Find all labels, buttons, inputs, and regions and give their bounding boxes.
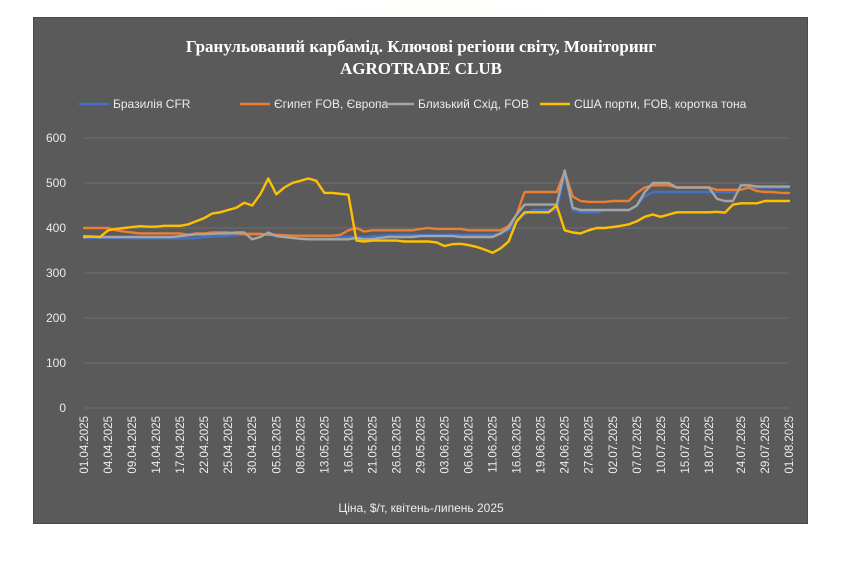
x-tick-label: 27.06.2025 [584, 416, 596, 474]
x-tick-label: 24.06.2025 [560, 416, 572, 474]
x-tick-label: 17.04.2025 [175, 416, 187, 474]
grid-lines [84, 137, 789, 409]
series-line-єгипет-fob-європа [82, 170, 791, 237]
x-tick-label: 24.07.2025 [736, 416, 748, 474]
x-tick-label: 29.07.2025 [760, 416, 772, 474]
x-tick-label: 16.06.2025 [512, 416, 524, 474]
y-tick-label: 400 [46, 221, 66, 235]
x-tick-label: 08.05.2025 [295, 416, 307, 474]
x-tick-label: 15.07.2025 [680, 416, 692, 474]
y-tick-label: 0 [59, 401, 66, 415]
x-tick-label: 04.04.2025 [103, 416, 115, 474]
legend-label: Єгипет FOB, Європа [274, 97, 388, 111]
series-line-бразилія-cfr [82, 172, 791, 240]
y-tick-label: 300 [46, 266, 66, 280]
x-tick-label: 05.05.2025 [271, 416, 283, 474]
y-tick-label: 100 [46, 356, 66, 370]
series-line-близький-схід-fob [82, 169, 791, 241]
x-tick-label: 29.05.2025 [415, 416, 427, 474]
x-tick-label: 06.06.2025 [464, 416, 476, 474]
x-tick-label: 30.04.2025 [247, 416, 259, 474]
x-axis-ticks: 01.04.2025 04.04.2025 09.04.2025 14.04.2025… [79, 416, 796, 474]
legend-label: США порти, FOB, коротка тона [574, 97, 747, 111]
x-tick-label: 03.06.2025 [440, 416, 452, 474]
y-tick-label: 500 [46, 176, 66, 190]
x-tick-label: 11.06.2025 [488, 416, 500, 473]
x-axis-label: Ціна, $/т, квітень-липень 2025 [338, 501, 504, 515]
x-tick-label: 09.04.2025 [127, 416, 139, 474]
legend-label: Близький Схід, FOB [418, 97, 529, 111]
series-line-сша-порти-fob-коротка-тона [82, 177, 791, 255]
y-axis-ticks: 0 100 200 300 400 500 600 [46, 131, 66, 415]
x-tick-label: 02.07.2025 [608, 416, 620, 474]
chart-subtitle: AGROTRADE CLUB [340, 59, 502, 78]
x-tick-label: 13.05.2025 [319, 416, 331, 474]
x-tick-label: 07.07.2025 [632, 416, 644, 474]
legend: Бразилія CFR Єгипет FOB, Європа Близький С… [79, 97, 747, 111]
x-tick-label: 21.05.2025 [367, 416, 379, 474]
chart-title: Гранульований карбамід. Ключові регіони … [186, 37, 657, 56]
legend-label: Бразилія CFR [113, 97, 191, 111]
y-tick-label: 600 [46, 131, 66, 145]
chart-panel [33, 17, 808, 524]
x-tick-label: 19.06.2025 [536, 416, 548, 474]
x-tick-label: 10.07.2025 [656, 416, 668, 474]
x-tick-label: 01.08.2025 [784, 416, 796, 474]
x-tick-label: 14.04.2025 [151, 416, 163, 474]
x-tick-label: 18.07.2025 [704, 416, 716, 474]
x-tick-label: 01.04.2025 [79, 416, 91, 474]
x-tick-label: 25.04.2025 [223, 416, 235, 474]
y-tick-label: 200 [46, 311, 66, 325]
x-tick-label: 22.04.2025 [199, 416, 211, 474]
series-lines [82, 169, 791, 255]
x-tick-label: 26.05.2025 [391, 416, 403, 474]
x-tick-label: 16.05.2025 [343, 416, 355, 474]
